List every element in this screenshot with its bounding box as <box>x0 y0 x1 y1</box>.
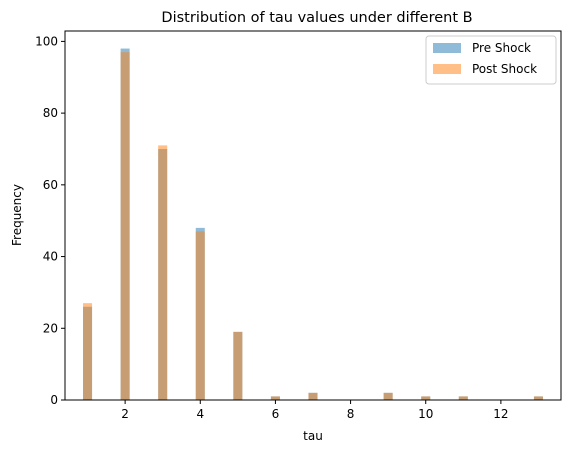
bar-post-shock <box>158 145 168 400</box>
x-tick-label: 12 <box>493 407 508 421</box>
legend-swatch-post-shock <box>433 64 461 74</box>
y-axis-ticks: 0 20 40 60 80 100 <box>35 34 65 407</box>
legend-swatch-pre-shock <box>433 43 461 53</box>
bars-layer <box>83 48 543 400</box>
bar-post-shock <box>195 231 205 400</box>
x-tick-label: 10 <box>418 407 433 421</box>
bar-post-shock <box>270 396 280 400</box>
y-tick-label: 80 <box>43 106 58 120</box>
x-axis-label: tau <box>303 429 323 443</box>
bar-post-shock <box>533 396 543 400</box>
chart-title: Distribution of tau values under differe… <box>161 10 472 26</box>
y-tick-label: 60 <box>43 178 58 192</box>
bar-post-shock <box>308 392 318 400</box>
bar-post-shock <box>421 396 431 400</box>
legend-label-post-shock: Post Shock <box>472 62 537 76</box>
x-tick-label: 8 <box>347 407 355 421</box>
y-tick-label: 20 <box>43 321 58 335</box>
x-tick-label: 4 <box>196 407 204 421</box>
x-tick-label: 6 <box>272 407 280 421</box>
y-tick-label: 40 <box>43 250 58 264</box>
x-axis-ticks: 2 4 6 8 10 12 <box>121 400 509 421</box>
x-tick-label: 2 <box>121 407 129 421</box>
bar-post-shock <box>120 52 130 400</box>
y-tick-label: 0 <box>50 393 58 407</box>
plot-frame <box>64 30 562 401</box>
bar-post-shock <box>83 303 93 400</box>
y-axis-label: Frequency <box>10 184 24 246</box>
legend: Pre Shock Post Shock <box>425 35 557 85</box>
legend-label-pre-shock: Pre Shock <box>472 41 531 55</box>
bar-post-shock <box>233 331 243 400</box>
y-tick-label: 100 <box>35 34 58 48</box>
bar-post-shock <box>383 392 393 400</box>
bar-post-shock <box>458 396 468 400</box>
